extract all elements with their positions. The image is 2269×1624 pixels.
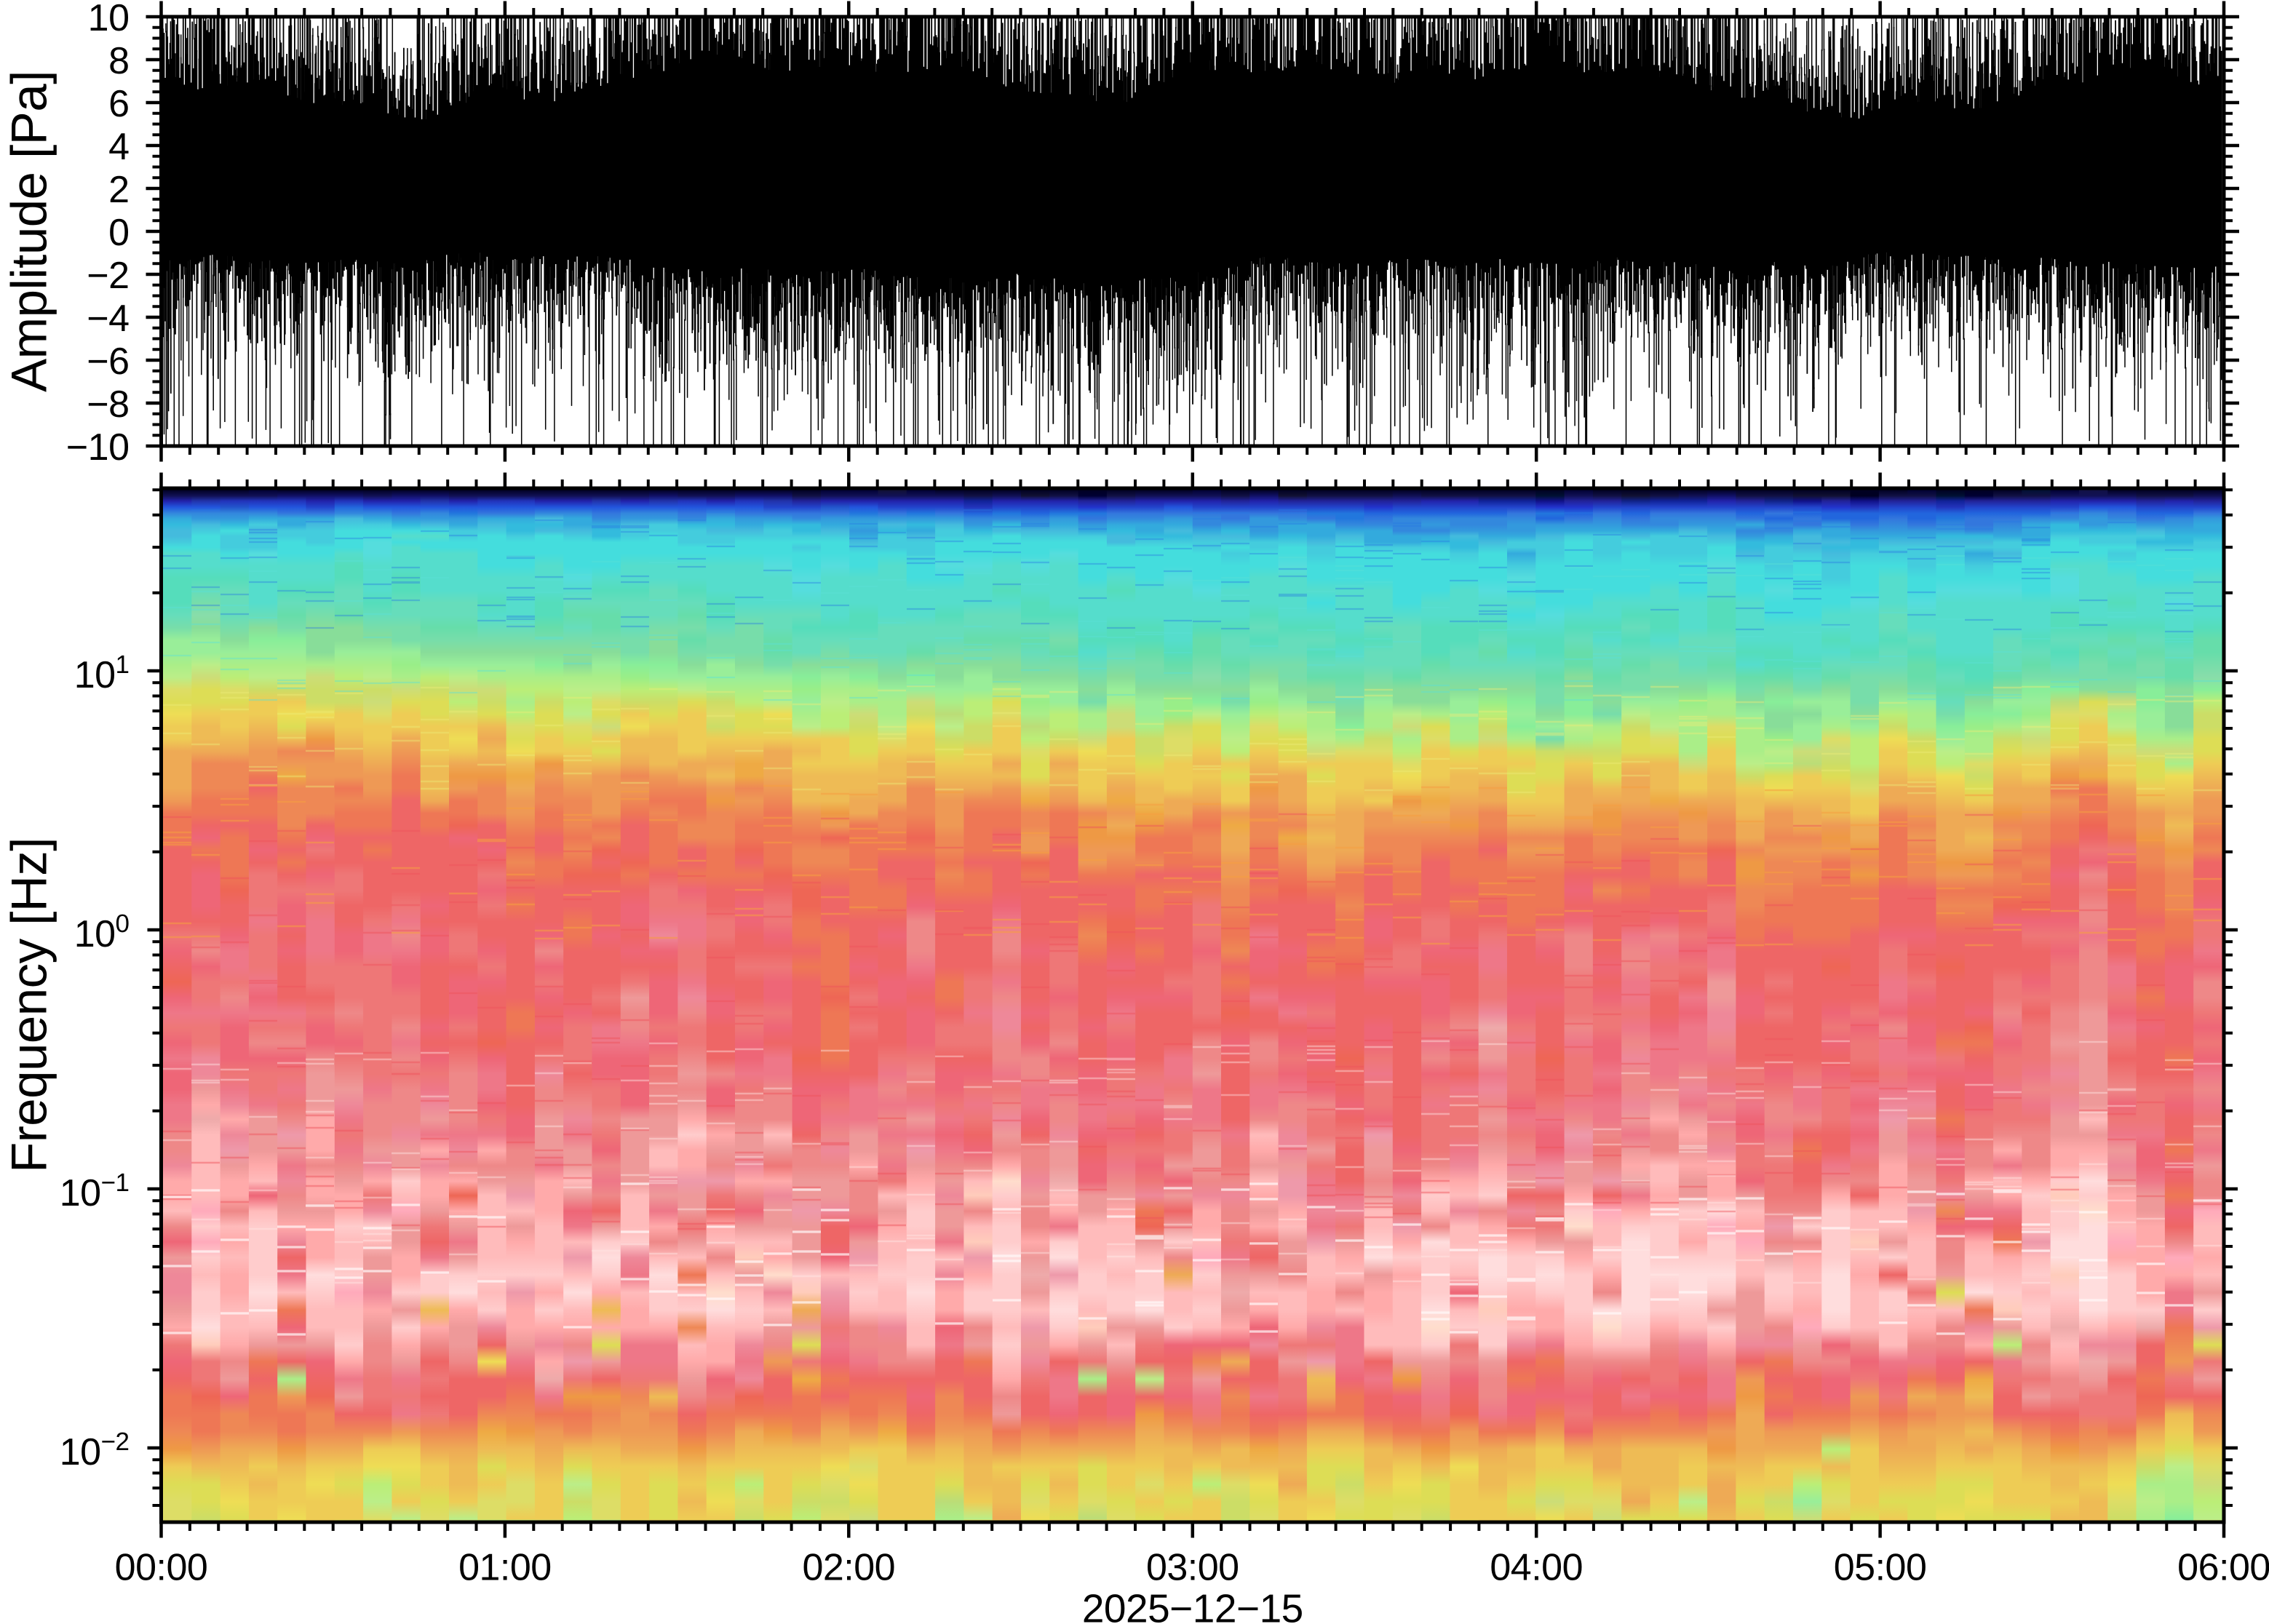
svg-text:06:00: 06:00	[2177, 1547, 2269, 1589]
svg-text:−10: −10	[66, 426, 130, 469]
svg-text:−2: −2	[87, 255, 129, 297]
svg-text:05:00: 05:00	[1834, 1547, 1927, 1589]
svg-text:2025−12−15: 2025−12−15	[1082, 1586, 1303, 1624]
svg-text:01:00: 01:00	[458, 1547, 552, 1589]
svg-text:Amplitude [Pa]: Amplitude [Pa]	[1, 71, 57, 392]
svg-text:0: 0	[108, 212, 129, 254]
svg-text:4: 4	[108, 126, 129, 168]
svg-text:04:00: 04:00	[1490, 1547, 1583, 1589]
svg-text:02:00: 02:00	[802, 1547, 895, 1589]
svg-text:Frequency [Hz]: Frequency [Hz]	[1, 837, 57, 1173]
svg-text:00:00: 00:00	[115, 1547, 208, 1589]
svg-text:10−2: 10−2	[60, 1428, 130, 1473]
svg-text:10−1: 10−1	[60, 1169, 130, 1214]
svg-text:−6: −6	[87, 341, 129, 383]
svg-text:6: 6	[108, 83, 129, 125]
svg-text:−8: −8	[87, 383, 129, 426]
svg-text:−4: −4	[87, 298, 129, 340]
svg-text:8: 8	[108, 40, 129, 82]
svg-text:2: 2	[108, 169, 129, 211]
svg-text:03:00: 03:00	[1146, 1547, 1239, 1589]
svg-text:10: 10	[88, 0, 130, 39]
